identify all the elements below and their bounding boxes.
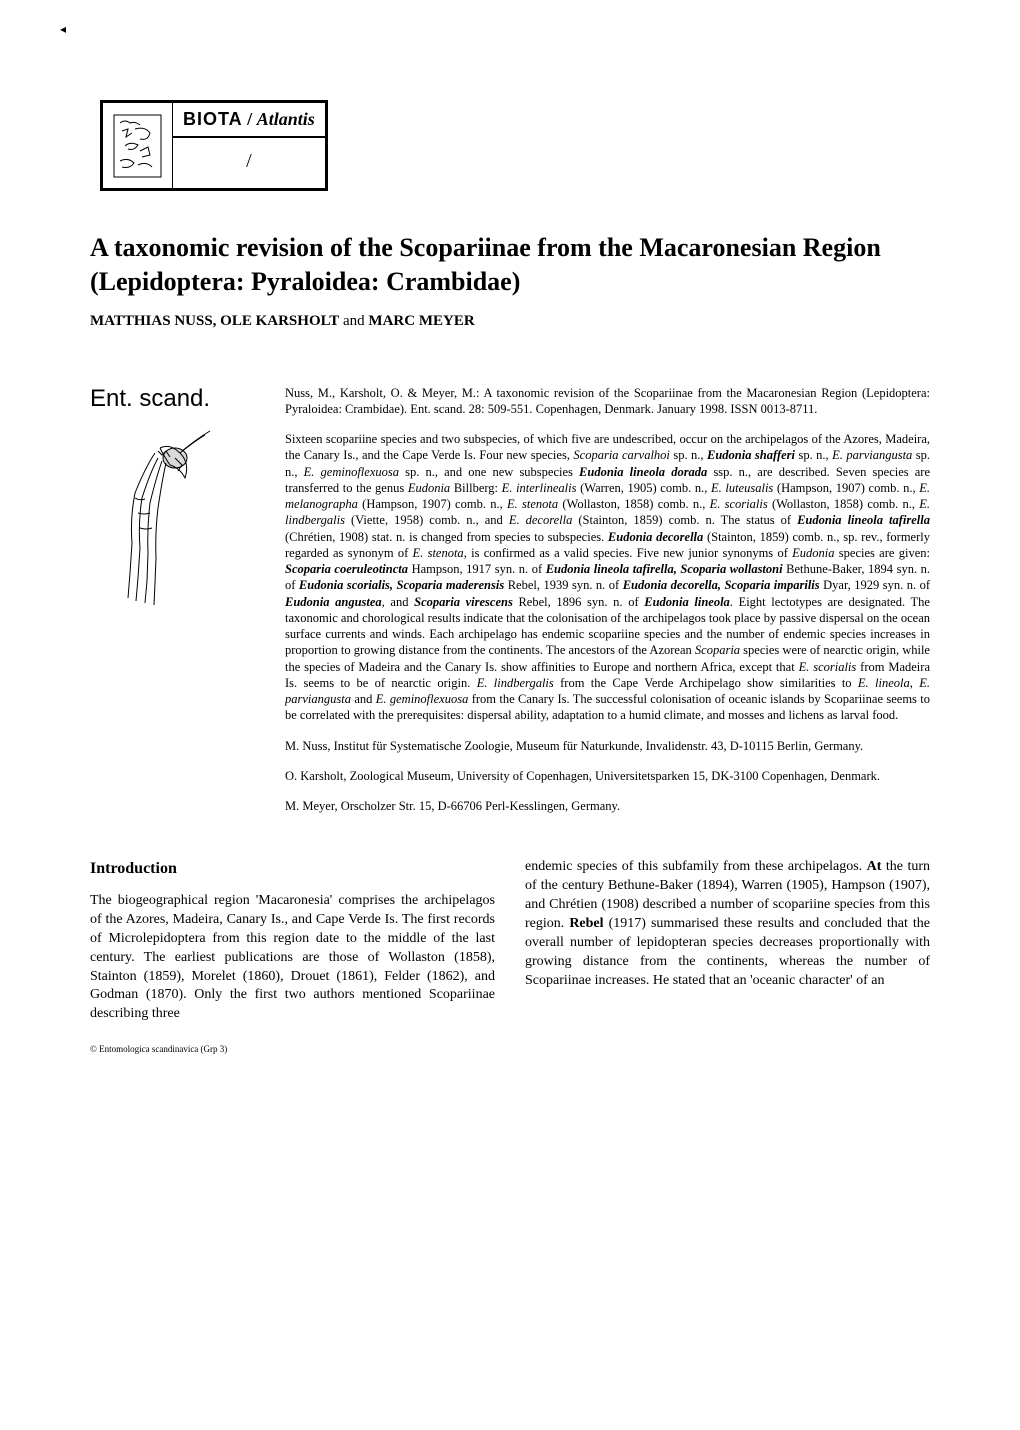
logo-bottom-row: / [173,138,325,185]
logo-atlantis-text: Atlantis [257,109,315,129]
abstract-body: Sixteen scopariine species and two subsp… [285,431,930,724]
emblem-svg [110,111,165,181]
address-1: M. Nuss, Institut für Systematische Zool… [285,738,930,754]
intro-col1-text: The biogeographical region 'Macaronesia'… [90,892,495,1024]
intro-col2-text: endemic species of this subfamily from t… [525,858,930,990]
intro-column-2: endemic species of this subfamily from t… [525,858,930,1024]
logo-biota-text: BIOTA [183,109,243,129]
abstract-section: Ent. scand. N [90,385,930,829]
insect-illustration [90,423,220,613]
authors-line: MATTHIAS NUSS, OLE KARSHOLT and MARC MEY… [90,313,930,330]
logo-emblem [103,103,173,188]
logo-container: BIOTA / Atlantis / [100,100,328,191]
logo-top-row: BIOTA / Atlantis [173,103,325,138]
citation-paragraph: Nuss, M., Karsholt, O. & Meyer, M.: A ta… [285,385,930,418]
address-2: O. Karsholt, Zoological Museum, Universi… [285,768,930,784]
dot-mark: ◂ [60,22,66,37]
abstract-right-col: Nuss, M., Karsholt, O. & Meyer, M.: A ta… [285,385,930,829]
authors-and: and [339,313,368,329]
main-title: A taxonomic revision of the Scopariinae … [90,231,930,299]
introduction-heading: Introduction [90,858,495,880]
copyright-line: © Entomologica scandinavica (Grp 3) [90,1044,930,1054]
logo-separator: / [243,109,257,129]
author-2: OLE KARSHOLT [220,313,339,329]
abstract-left-col: Ent. scand. [90,385,275,829]
introduction-section: Introduction The biogeographical region … [90,858,930,1024]
address-3: M. Meyer, Orscholzer Str. 15, D-66706 Pe… [285,798,930,814]
author-1: MATTHIAS NUSS [90,313,213,329]
logo-slash: / [246,150,252,172]
page-marks: ◂ [60,20,66,38]
intro-column-1: Introduction The biogeographical region … [90,858,495,1024]
logo-text-box: BIOTA / Atlantis / [173,103,325,188]
title-block: A taxonomic revision of the Scopariinae … [90,231,930,330]
logo-inner: BIOTA / Atlantis / [103,103,325,188]
author-3: MARC MEYER [368,313,474,329]
journal-label: Ent. scand. [90,385,275,413]
